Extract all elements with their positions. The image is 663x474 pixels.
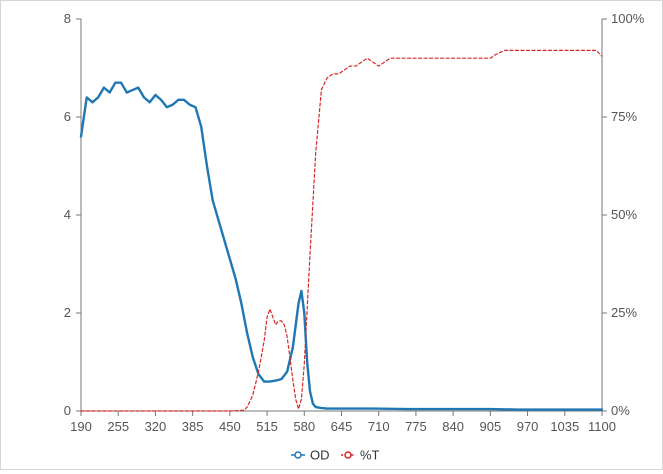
series-layer — [79, 49, 604, 412]
x-tick-label: 580 — [293, 419, 315, 434]
y-right-tick-label: 0% — [611, 403, 630, 418]
axes — [80, 19, 603, 412]
series-line-od — [79, 81, 604, 411]
legend-label: OD — [310, 448, 330, 463]
x-tick-label: 775 — [405, 419, 427, 434]
y-left-tick-label: 4 — [64, 207, 71, 222]
y-left-tick-label: 8 — [64, 11, 71, 26]
x-tick-label: 840 — [442, 419, 464, 434]
legend: OD %T — [291, 448, 380, 463]
y-left-tick-label: 2 — [64, 305, 71, 320]
x-tick-label: 970 — [517, 419, 539, 434]
y-right-tick-label: 50% — [611, 207, 637, 222]
ticks — [76, 18, 607, 416]
legend-item[interactable]: %T — [341, 448, 380, 463]
x-tick-label: 1035 — [550, 419, 579, 434]
series-line-transmission — [80, 49, 603, 412]
y-left-tick-label: 6 — [64, 109, 71, 124]
tick-labels: 190 255 320 385 450 515 580 645 710 775 840 905 970 1… — [64, 11, 645, 434]
y-left-tick-label: 0 — [64, 403, 71, 418]
x-tick-label: 710 — [368, 419, 390, 434]
x-tick-label: 515 — [256, 419, 278, 434]
x-tick-label: 190 — [70, 419, 92, 434]
x-tick-label: 320 — [145, 419, 167, 434]
legend-marker-icon — [344, 451, 352, 459]
x-tick-label: 1100 — [588, 419, 616, 434]
x-tick-label: 905 — [480, 419, 502, 434]
y-right-tick-label: 25% — [611, 305, 637, 320]
x-tick-label: 385 — [182, 419, 204, 434]
x-tick-label: 255 — [107, 419, 129, 434]
x-tick-label: 645 — [331, 419, 353, 434]
y-right-tick-label: 75% — [611, 109, 637, 124]
legend-item[interactable]: OD — [291, 448, 330, 463]
x-tick-label: 450 — [219, 419, 241, 434]
legend-label: %T — [360, 448, 380, 463]
legend-marker-icon — [294, 451, 302, 459]
y-right-tick-label: 100% — [611, 11, 645, 26]
